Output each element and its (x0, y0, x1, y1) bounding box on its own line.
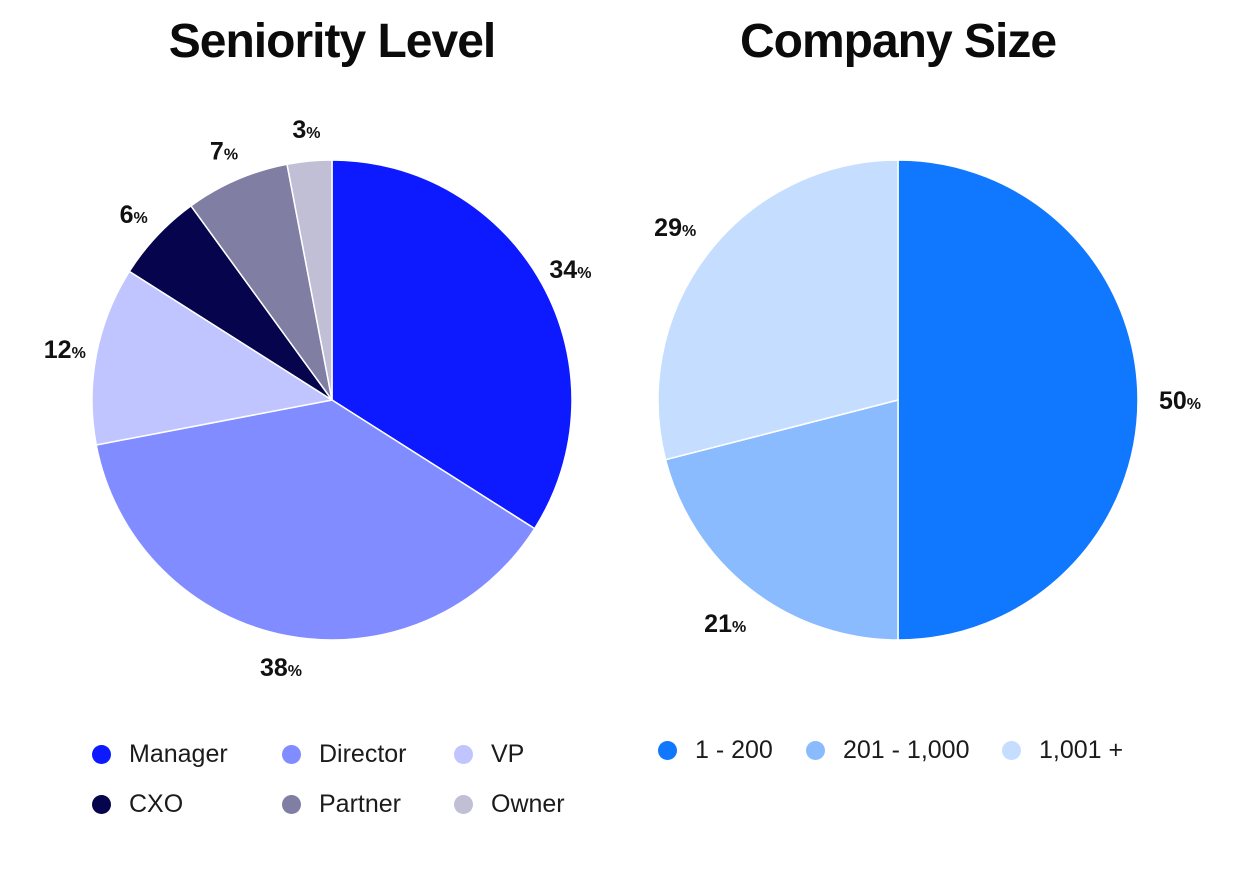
pie-slice-1-200 (897, 159, 1139, 641)
legend-item-1-001: 1,001 + (1002, 736, 1123, 765)
legend-label: 1 - 200 (695, 736, 773, 764)
legend-label: Owner (491, 790, 565, 818)
company-size-pie: 50% 21% 29% (654, 159, 1201, 641)
legend-swatch (282, 795, 301, 814)
legend-item-vp: VP (454, 740, 524, 769)
pie-label-manager: 34% (549, 256, 591, 284)
legend-item-director: Director (282, 740, 407, 769)
legend-label: Director (319, 740, 407, 768)
pie-slice-owner (286, 159, 333, 401)
pie-slice-201-1-000 (664, 399, 899, 641)
legend-label: 201 - 1,000 (843, 736, 970, 764)
pie-label-director: 38% (260, 654, 302, 682)
pie-label-owner: 3% (292, 116, 320, 144)
legend-swatch (806, 741, 825, 760)
legend-swatch (454, 795, 473, 814)
seniority-chart-title: Seniority Level (168, 15, 496, 68)
pie-slice-manager (331, 159, 573, 530)
pie-label-1-001: 29% (654, 214, 696, 242)
legend-swatch (658, 741, 677, 760)
seniority-pie: 34% 38% 12% 6% 7% 3% (44, 116, 592, 682)
pie-slice-1-001 (657, 159, 899, 461)
legend-label: CXO (129, 790, 184, 818)
legend-swatch (282, 745, 301, 764)
legend-swatch (454, 745, 473, 764)
legend-item-201-1-000: 201 - 1,000 (806, 736, 970, 765)
pie-label-1-200: 50% (1159, 387, 1201, 415)
legend-item-owner: Owner (454, 790, 565, 819)
pie-slice-partner (189, 163, 333, 401)
legend-label: VP (491, 740, 525, 768)
legend-swatch (1002, 741, 1021, 760)
legend-item-cxo: CXO (92, 790, 183, 819)
pie-label-partner: 7% (210, 137, 238, 165)
legend-label: 1,001 + (1039, 736, 1124, 764)
pie-label-vp: 12% (44, 336, 86, 364)
legend-item-manager: Manager (92, 740, 228, 769)
legend-swatch (92, 745, 111, 764)
pie-slice-director (95, 399, 536, 641)
legend-item-1-200: 1 - 200 (658, 736, 773, 765)
legend-label: Partner (319, 790, 401, 818)
pie-slice-vp (91, 270, 335, 446)
pie-label-201-1-000: 21% (704, 610, 746, 638)
pie-label-cxo: 6% (120, 201, 148, 229)
legend-item-partner: Partner (282, 790, 401, 819)
legend-swatch (92, 795, 111, 814)
company-size-chart-title: Company Size (739, 15, 1057, 68)
legend-label: Manager (129, 740, 228, 768)
